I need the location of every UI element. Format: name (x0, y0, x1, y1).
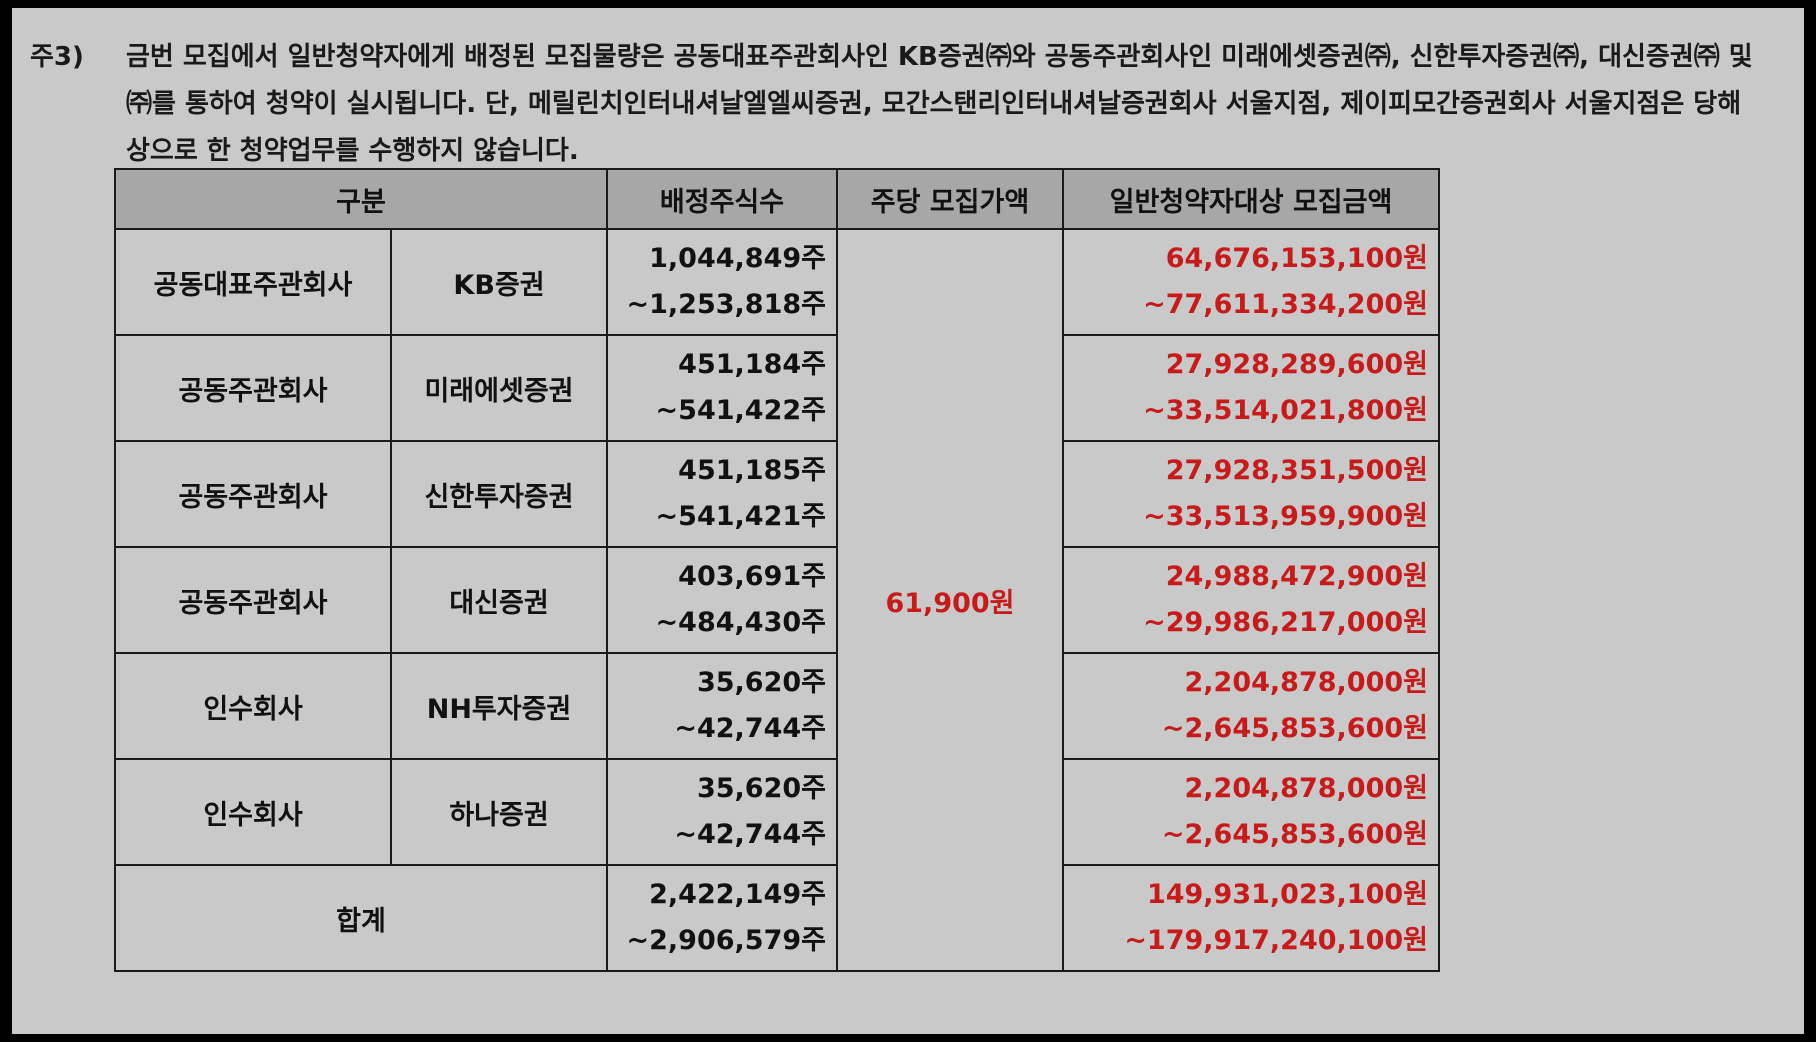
total-amount: 149,931,023,100원 ~179,917,240,100원 (1062, 864, 1440, 972)
row-amount: 2,204,878,000원 ~2,645,853,600원 (1062, 652, 1440, 760)
shares-min: 451,184주 (678, 349, 826, 380)
shares-min: 2,422,149주 (649, 879, 826, 910)
shares-max: ~42,744주 (674, 819, 826, 850)
allocation-table: 구분 배정주식수 주당 모집가액 일반청약자대상 모집금액 공동대표주관회사 K… (114, 168, 1440, 972)
amount-max: ~77,611,334,200원 (1143, 289, 1428, 320)
shares-min: 403,691주 (678, 561, 826, 592)
table-row: 공동주관회사 미래에셋증권 451,184주 ~541,422주 27,928,… (114, 334, 1440, 442)
header-category: 구분 (114, 168, 608, 230)
total-row: 합계 2,422,149주 ~2,906,579주 149,931,023,10… (114, 864, 1440, 972)
shares-min: 451,185주 (678, 455, 826, 486)
table-row: 공동주관회사 대신증권 403,691주 ~484,430주 24,988,47… (114, 546, 1440, 654)
shares-max: ~541,422주 (655, 395, 826, 426)
row-type: 인수회사 (114, 652, 392, 760)
shares-min: 35,620주 (696, 773, 826, 804)
shares-max: ~484,430주 (655, 607, 826, 638)
shares-max: ~2,906,579주 (626, 925, 826, 956)
amount-min: 27,928,351,500원 (1165, 455, 1428, 486)
row-type: 공동주관회사 (114, 334, 392, 442)
header-shares: 배정주식수 (606, 168, 838, 230)
row-firm: KB증권 (390, 228, 608, 336)
table-row: 공동주관회사 신한투자증권 451,185주 ~541,421주 27,928,… (114, 440, 1440, 548)
row-firm: NH투자증권 (390, 652, 608, 760)
row-type: 인수회사 (114, 758, 392, 866)
amount-max: ~29,986,217,000원 (1143, 607, 1428, 638)
row-type: 공동주관회사 (114, 440, 392, 548)
footnote-line-3: 상으로 한 청약업무를 수행하지 않습니다. (126, 136, 579, 166)
row-amount: 24,988,472,900원 ~29,986,217,000원 (1062, 546, 1440, 654)
row-firm: 대신증권 (390, 546, 608, 654)
table-row: 공동대표주관회사 KB증권 1,044,849주 ~1,253,818주 61,… (114, 228, 1440, 972)
footnote-line-2: ㈜를 통하여 청약이 실시됩니다. 단, 메릴린치인터내셔날엘엘씨증권, 모간스… (126, 89, 1742, 119)
row-amount: 27,928,289,600원 ~33,514,021,800원 (1062, 334, 1440, 442)
row-shares: 35,620주 ~42,744주 (606, 758, 838, 866)
row-firm: 미래에셋증권 (390, 334, 608, 442)
row-firm: 하나증권 (390, 758, 608, 866)
shares-max: ~1,253,818주 (626, 289, 826, 320)
row-firm: 신한투자증권 (390, 440, 608, 548)
row-type: 공동대표주관회사 (114, 228, 392, 336)
table-row: 인수회사 하나증권 35,620주 ~42,744주 2,204,878,000… (114, 758, 1440, 866)
amount-max: ~33,513,959,900원 (1143, 501, 1428, 532)
amount-min: 27,928,289,600원 (1165, 349, 1428, 380)
footnote-mark: 주3) (30, 42, 84, 72)
row-type: 공동주관회사 (114, 546, 392, 654)
shares-max: ~541,421주 (655, 501, 826, 532)
row-shares: 451,185주 ~541,421주 (606, 440, 838, 548)
amount-max: ~33,514,021,800원 (1143, 395, 1428, 426)
row-amount: 64,676,153,100원 ~77,611,334,200원 (1062, 228, 1440, 336)
amount-min: 2,204,878,000원 (1184, 667, 1428, 698)
header-price: 주당 모집가액 (836, 168, 1064, 230)
amount-max: ~2,645,853,600원 (1161, 819, 1428, 850)
footnote-line-1: 금번 모집에서 일반청약자에게 배정된 모집물량은 공동대표주관회사인 KB증권… (126, 42, 1753, 72)
header-amount: 일반청약자대상 모집금액 (1062, 168, 1440, 230)
amount-min: 64,676,153,100원 (1165, 243, 1428, 274)
shares-max: ~42,744주 (674, 713, 826, 744)
row-shares: 35,620주 ~42,744주 (606, 652, 838, 760)
row-shares: 403,691주 ~484,430주 (606, 546, 838, 654)
amount-min: 2,204,878,000원 (1184, 773, 1428, 804)
total-label: 합계 (114, 864, 608, 972)
shares-min: 35,620주 (696, 667, 826, 698)
shares-min: 1,044,849주 (649, 243, 826, 274)
amount-min: 24,988,472,900원 (1165, 561, 1428, 592)
document-page: 주3) 금번 모집에서 일반청약자에게 배정된 모집물량은 공동대표주관회사인 … (12, 8, 1804, 1034)
amount-max: ~2,645,853,600원 (1161, 713, 1428, 744)
row-shares: 1,044,849주 ~1,253,818주 (606, 228, 838, 336)
price-per-share: 61,900원 (836, 228, 1064, 972)
row-shares: 451,184주 ~541,422주 (606, 334, 838, 442)
total-shares: 2,422,149주 ~2,906,579주 (606, 864, 838, 972)
amount-max: ~179,917,240,100원 (1124, 925, 1428, 956)
row-amount: 2,204,878,000원 ~2,645,853,600원 (1062, 758, 1440, 866)
table-row: 인수회사 NH투자증권 35,620주 ~42,744주 2,204,878,0… (114, 652, 1440, 760)
amount-min: 149,931,023,100원 (1146, 879, 1428, 910)
table-header-row: 구분 배정주식수 주당 모집가액 일반청약자대상 모집금액 (114, 168, 1440, 230)
row-amount: 27,928,351,500원 ~33,513,959,900원 (1062, 440, 1440, 548)
